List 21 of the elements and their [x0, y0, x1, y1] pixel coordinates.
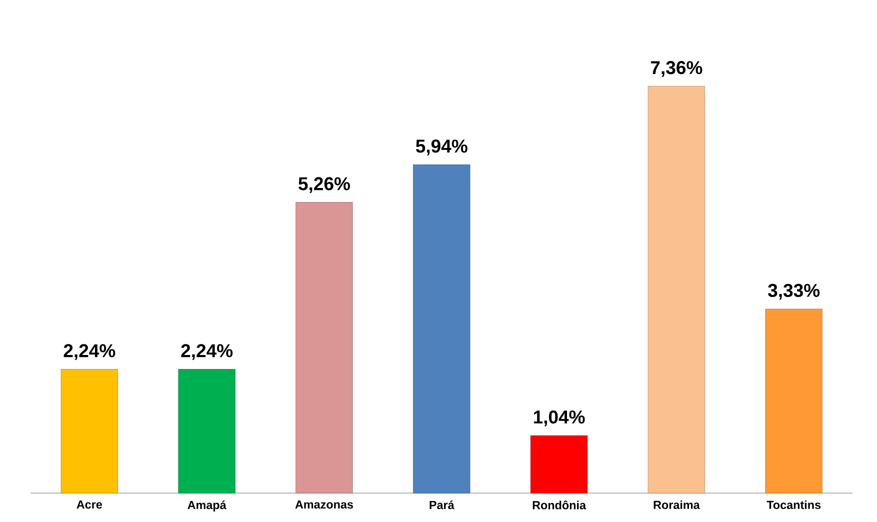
- bar: [296, 202, 353, 494]
- bar: [765, 308, 822, 494]
- data-label: 2,24%: [64, 344, 116, 360]
- x-tick-label: Rondônia: [532, 500, 586, 510]
- bar: [178, 368, 236, 494]
- bar: [648, 86, 705, 494]
- data-label: 5,26%: [298, 176, 350, 193]
- x-tick-label: Roraima: [654, 500, 700, 509]
- data-label: 5,94%: [416, 139, 468, 156]
- bar: [60, 368, 118, 494]
- bar: [413, 164, 470, 494]
- x-tick-label: Amapá: [188, 500, 226, 512]
- x-tick-label: Acre: [76, 500, 102, 508]
- data-label: 7,36%: [650, 60, 702, 77]
- data-label: 2,24%: [181, 344, 233, 360]
- x-tick-label: Amazonas: [295, 500, 353, 508]
- data-label: 1,04%: [534, 410, 585, 426]
- bar: [530, 435, 588, 494]
- data-label: 3,33%: [768, 284, 820, 300]
- x-tick-label: Tocantins: [766, 500, 821, 509]
- x-tick-label: Pará: [430, 500, 454, 509]
